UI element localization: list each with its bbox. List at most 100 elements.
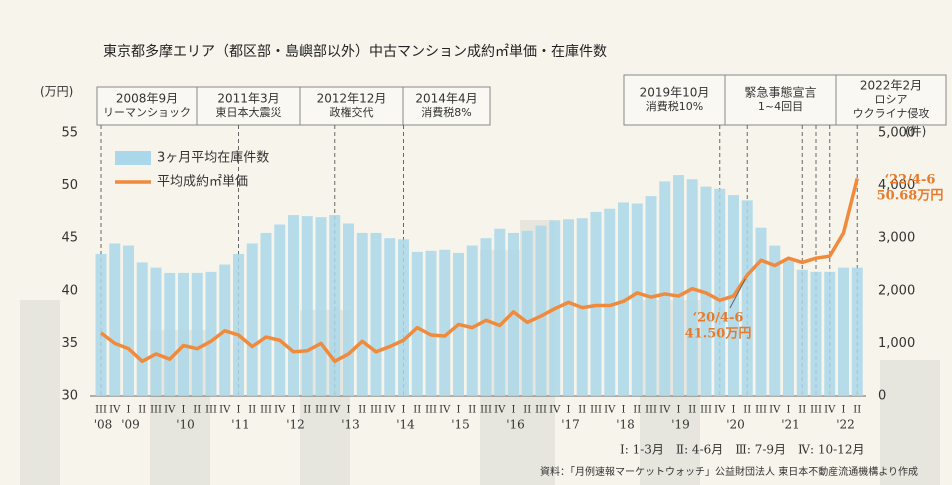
- event-label: 消費税8%: [421, 105, 471, 119]
- event-box: [835, 74, 947, 126]
- event-box: [402, 86, 491, 126]
- bar: [109, 243, 121, 396]
- x-tick-label: III: [205, 405, 217, 416]
- event-label: 消費税10%: [646, 99, 703, 113]
- x-tick-label: II: [743, 405, 751, 416]
- x-tick-label: III: [370, 405, 382, 416]
- x-tick-label: IV: [824, 405, 836, 416]
- x-year-label: '14: [396, 418, 415, 432]
- x-year-label: '17: [561, 418, 580, 432]
- y2-tick-label: 2,000: [878, 283, 915, 298]
- event-label: 政権交代: [330, 105, 374, 119]
- x-tick-label: II: [358, 405, 366, 416]
- event-label: 2012年12月: [317, 92, 387, 106]
- x-tick-label: IV: [769, 405, 781, 416]
- x-tick-label: IV: [109, 405, 121, 416]
- bar: [604, 208, 616, 396]
- bar: [618, 202, 629, 396]
- x-tick-label: I: [567, 405, 571, 416]
- event-box: [96, 86, 198, 126]
- x-tick-label: I: [842, 405, 846, 416]
- y2-tick-label: 5,000: [878, 126, 915, 141]
- x-year-label: '15: [451, 418, 470, 432]
- x-tick-label: III: [810, 405, 822, 416]
- chart-title: 東京都多摩エリア（都区部・島嶼部以外）中古マンション成約㎡単価・在庫件数: [103, 43, 607, 60]
- bar: [260, 232, 272, 396]
- bar: [796, 269, 808, 396]
- event-label: 緊急事態宣言: [744, 85, 816, 100]
- bar: [714, 188, 726, 396]
- bar: [274, 224, 286, 396]
- event-label: 東日本大震災: [216, 105, 282, 119]
- x-tick-label: I: [457, 405, 461, 416]
- x-tick-label: IV: [384, 405, 396, 416]
- x-tick-label: I: [402, 405, 406, 416]
- bar: [205, 271, 217, 396]
- y-tick-label: 45: [61, 231, 78, 246]
- x-tick-label: II: [853, 405, 861, 416]
- x-tick-label: III: [535, 405, 547, 416]
- x-tick-label: III: [425, 405, 437, 416]
- x-tick-label: I: [182, 405, 186, 416]
- event-box: [724, 74, 837, 126]
- x-tick-label: I: [512, 405, 516, 416]
- x-year-label: '19: [671, 418, 690, 432]
- event-label: 2011年3月: [217, 92, 279, 106]
- annotation-label: ‘20/4-6: [693, 311, 744, 326]
- event-label: 2008年9月: [116, 92, 178, 106]
- bar: [411, 251, 423, 396]
- x-tick-label: III: [480, 405, 492, 416]
- x-year-label: '13: [341, 418, 360, 432]
- y2-axis-unit: (件): [905, 125, 926, 139]
- x-tick-label: II: [798, 405, 806, 416]
- bar: [95, 253, 107, 396]
- bar: [136, 262, 148, 396]
- bar: [164, 272, 176, 396]
- event-label: 2022年2月: [860, 79, 922, 93]
- x-tick-label: I: [292, 405, 296, 416]
- x-tick-label: IV: [164, 405, 176, 416]
- x-tick-label: IV: [604, 405, 616, 416]
- x-tick-label: III: [590, 405, 602, 416]
- source: 資料：「月例速報マーケットウォッチ」公益財団法人 東日本不動産流通機構より作成: [540, 465, 918, 478]
- x-tick-label: III: [95, 405, 107, 416]
- bar: [233, 253, 244, 396]
- quarter-note: Ⅰ: 1-3月 Ⅱ: 4-6月 Ⅲ: 7-9月 Ⅳ: 10-12月: [620, 443, 864, 457]
- bar: [783, 259, 794, 396]
- y-axis-unit: (万円): [40, 85, 73, 99]
- bar: [741, 200, 753, 396]
- bar: [535, 225, 547, 396]
- bar: [315, 217, 327, 396]
- bar: [810, 271, 822, 396]
- bar: [755, 227, 767, 396]
- x-tick-label: I: [732, 405, 736, 416]
- x-tick-label: II: [578, 405, 586, 416]
- event-label: ウクライナ侵攻: [853, 106, 930, 120]
- x-tick-label: I: [237, 405, 241, 416]
- bar: [398, 239, 409, 396]
- x-tick-label: III: [645, 405, 657, 416]
- bar: [439, 249, 451, 396]
- bar: [178, 272, 189, 396]
- annotation-label: 50.68万円: [877, 189, 944, 204]
- bar: [301, 216, 313, 396]
- x-year-label: '10: [176, 418, 195, 432]
- x-tick-label: II: [413, 405, 421, 416]
- x-tick-label: II: [303, 405, 311, 416]
- bar: [466, 245, 478, 396]
- bar: [246, 243, 258, 396]
- x-tick-label: III: [260, 405, 272, 416]
- y2-tick-label: 1,000: [878, 336, 915, 351]
- annotation-label: 41.50万円: [685, 327, 752, 342]
- event-box: [623, 74, 726, 126]
- bar: [288, 215, 299, 396]
- y2-tick-label: 0: [878, 389, 886, 404]
- bar: [150, 267, 162, 396]
- x-tick-label: I: [787, 405, 791, 416]
- x-year-label: '16: [506, 418, 525, 432]
- x-tick-label: IV: [494, 405, 506, 416]
- bar: [329, 215, 341, 396]
- x-tick-label: II: [468, 405, 476, 416]
- x-year-label: '21: [781, 418, 800, 432]
- y-tick-label: 30: [61, 389, 78, 404]
